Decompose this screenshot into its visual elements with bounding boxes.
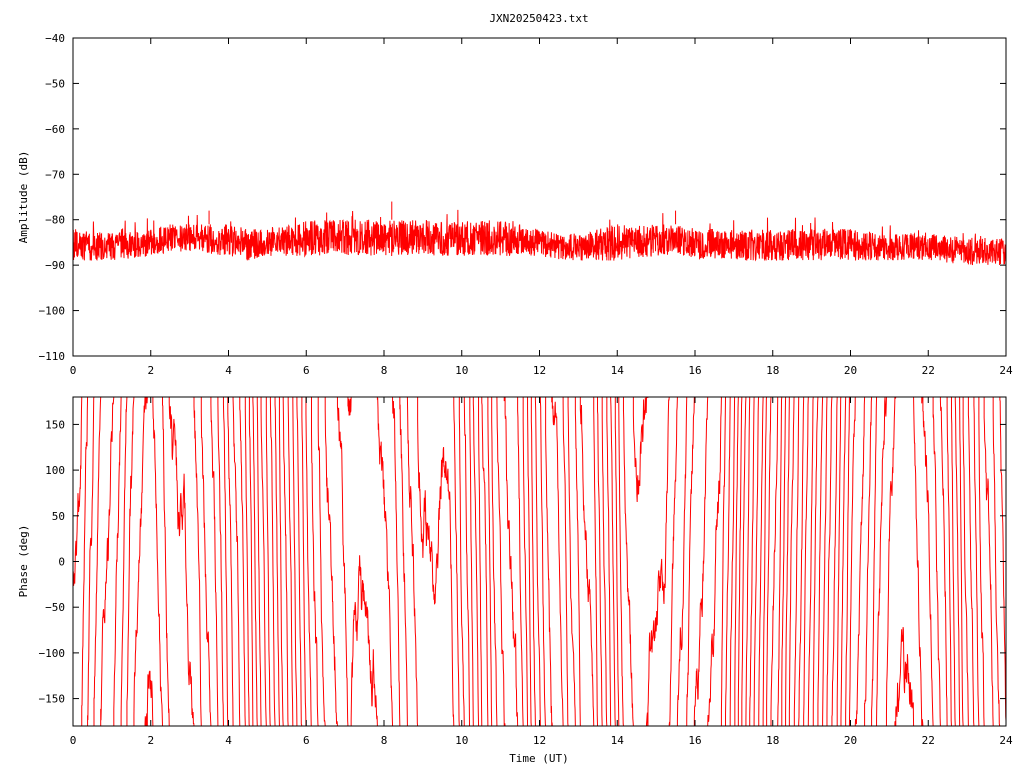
amplitude-x-tick-label: 10 xyxy=(455,364,468,377)
amplitude-y-ticks: −40 −50 −60 −70 −80 −90 −100 −110 xyxy=(39,32,1006,363)
amplitude-y-tick-label: −90 xyxy=(45,259,65,272)
phase-panel: 0 2 4 6 8 10 12 14 16 18 20 22 24 150100500−50−100−1… xyxy=(17,396,1013,765)
amplitude-y-tick-label: −50 xyxy=(45,77,65,90)
amplitude-x-tick-label: 12 xyxy=(533,364,546,377)
phase-x-tick-label: 18 xyxy=(766,734,779,747)
amplitude-x-tick-label: 4 xyxy=(225,364,232,377)
amplitude-y-tick-label: −40 xyxy=(45,32,65,45)
amplitude-x-ticks: 0 2 4 6 8 10 12 14 16 18 20 22 24 xyxy=(70,38,1013,377)
x-axis-label: Time (UT) xyxy=(509,752,569,765)
amplitude-y-tick-label: −80 xyxy=(45,214,65,227)
phase-y-tick-label: 0 xyxy=(58,556,65,569)
phase-x-tick-label: 2 xyxy=(147,734,154,747)
phase-y-axis-label: Phase (deg) xyxy=(17,525,30,598)
phase-y-ticks: 150 100 50 0 −50 −100 −150 xyxy=(39,418,1006,706)
amplitude-plot-frame xyxy=(72,37,1007,357)
phase-x-tick-label: 12 xyxy=(533,734,546,747)
amplitude-x-tick-label: 6 xyxy=(303,364,310,377)
phase-y-tick-label: −50 xyxy=(45,601,65,614)
phase-y-tick-label: −100 xyxy=(39,647,66,660)
phase-y-tick-label: 100 xyxy=(45,464,65,477)
chart-title: JXN20250423.txt xyxy=(489,12,588,25)
amplitude-y-tick-label: −60 xyxy=(45,123,65,136)
amplitude-series xyxy=(72,201,1007,266)
phase-x-tick-label: 14 xyxy=(611,734,625,747)
amplitude-x-tick-label: 2 xyxy=(147,364,154,377)
phase-x-tick-label: 10 xyxy=(455,734,468,747)
amplitude-y-axis-label: Amplitude (dB) xyxy=(17,151,30,244)
amplitude-x-tick-label: 16 xyxy=(688,364,701,377)
amplitude-x-tick-label: 22 xyxy=(922,364,935,377)
amplitude-y-tick-label: −110 xyxy=(39,350,66,363)
phase-y-tick-label: 50 xyxy=(52,510,65,523)
phase-series xyxy=(72,396,1007,727)
phase-x-tick-label: 0 xyxy=(70,734,77,747)
amplitude-y-tick-label: −100 xyxy=(39,305,66,318)
phase-x-tick-label: 4 xyxy=(225,734,232,747)
amplitude-x-tick-label: 14 xyxy=(611,364,625,377)
phase-x-ticks: 0 2 4 6 8 10 12 14 16 18 20 22 24 xyxy=(70,397,1013,747)
phase-series-line xyxy=(72,396,1007,727)
amplitude-x-tick-label: 0 xyxy=(70,364,77,377)
amplitude-x-tick-label: 24 xyxy=(999,364,1013,377)
phase-x-tick-label: 24 xyxy=(999,734,1013,747)
phase-y-tick-label: 150 xyxy=(45,418,65,431)
phase-x-tick-label: 6 xyxy=(303,734,310,747)
phase-x-tick-label: 16 xyxy=(688,734,701,747)
amplitude-x-tick-label: 18 xyxy=(766,364,779,377)
amplitude-x-tick-label: 8 xyxy=(381,364,388,377)
amplitude-panel: 0 2 4 6 8 10 12 14 16 18 20 22 24 −40−50−60−70−80−90… xyxy=(17,32,1013,377)
phase-y-tick-label: −150 xyxy=(39,693,66,706)
phase-x-tick-label: 20 xyxy=(844,734,857,747)
amplitude-x-tick-label: 20 xyxy=(844,364,857,377)
phase-x-tick-label: 8 xyxy=(381,734,388,747)
amplitude-y-tick-label: −70 xyxy=(45,168,65,181)
amplitude-series-line xyxy=(72,209,1007,266)
phase-x-tick-label: 22 xyxy=(922,734,935,747)
